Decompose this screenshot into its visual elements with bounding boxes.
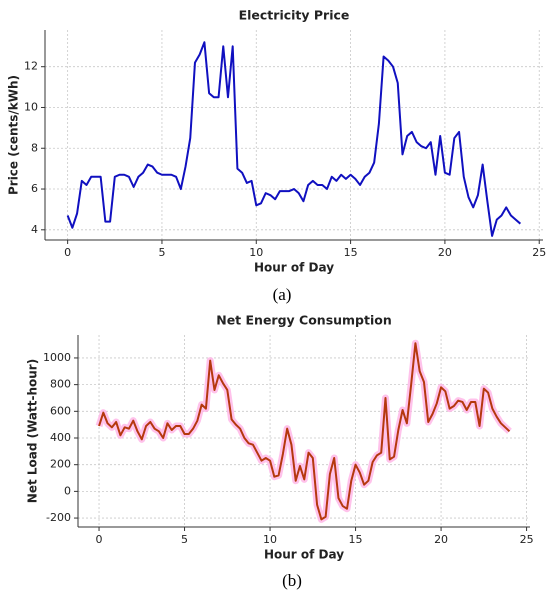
y-tick-label: 6: [31, 182, 38, 195]
y-tick-label: 0: [64, 484, 71, 497]
x-tick-label: 0: [64, 246, 71, 259]
x-tick-label: 5: [181, 533, 188, 546]
x-tick-label: 20: [434, 533, 448, 546]
y-axis-label: Net Load (Watt-hour): [26, 359, 40, 503]
x-tick-label: 0: [96, 533, 103, 546]
caption: (a): [273, 285, 292, 304]
x-tick-label: 10: [263, 533, 277, 546]
x-axis-label: Hour of Day: [254, 261, 334, 275]
x-tick-label: 25: [532, 246, 546, 259]
y-tick-label: 10: [24, 100, 38, 113]
x-tick-label: 5: [158, 246, 165, 259]
x-axis-label: Hour of Day: [264, 548, 344, 562]
y-axis-label: Price (cents/kWh): [7, 75, 21, 195]
line: [66, 41, 522, 237]
x-tick-label: 10: [249, 246, 263, 259]
x-tick-label: 15: [349, 533, 363, 546]
x-tick-label: 20: [438, 246, 452, 259]
y-tick-label: 12: [24, 60, 38, 73]
y-tick-label: 1000: [43, 351, 71, 364]
y-tick-label: -200: [46, 511, 71, 524]
y-tick-label: 8: [31, 141, 38, 154]
y-tick-label: 200: [50, 458, 71, 471]
y-tick-label: 800: [50, 378, 71, 391]
chart-title: Electricity Price: [239, 8, 350, 23]
y-tick-label: 600: [50, 404, 71, 417]
caption: (b): [282, 571, 302, 590]
y-tick-label: 4: [31, 223, 38, 236]
x-tick-label: 25: [520, 533, 534, 546]
y-tick-label: 400: [50, 431, 71, 444]
x-tick-label: 15: [344, 246, 358, 259]
line: [98, 342, 511, 521]
line-glow: [95, 339, 512, 523]
chart-title: Net Energy Consumption: [216, 313, 392, 328]
